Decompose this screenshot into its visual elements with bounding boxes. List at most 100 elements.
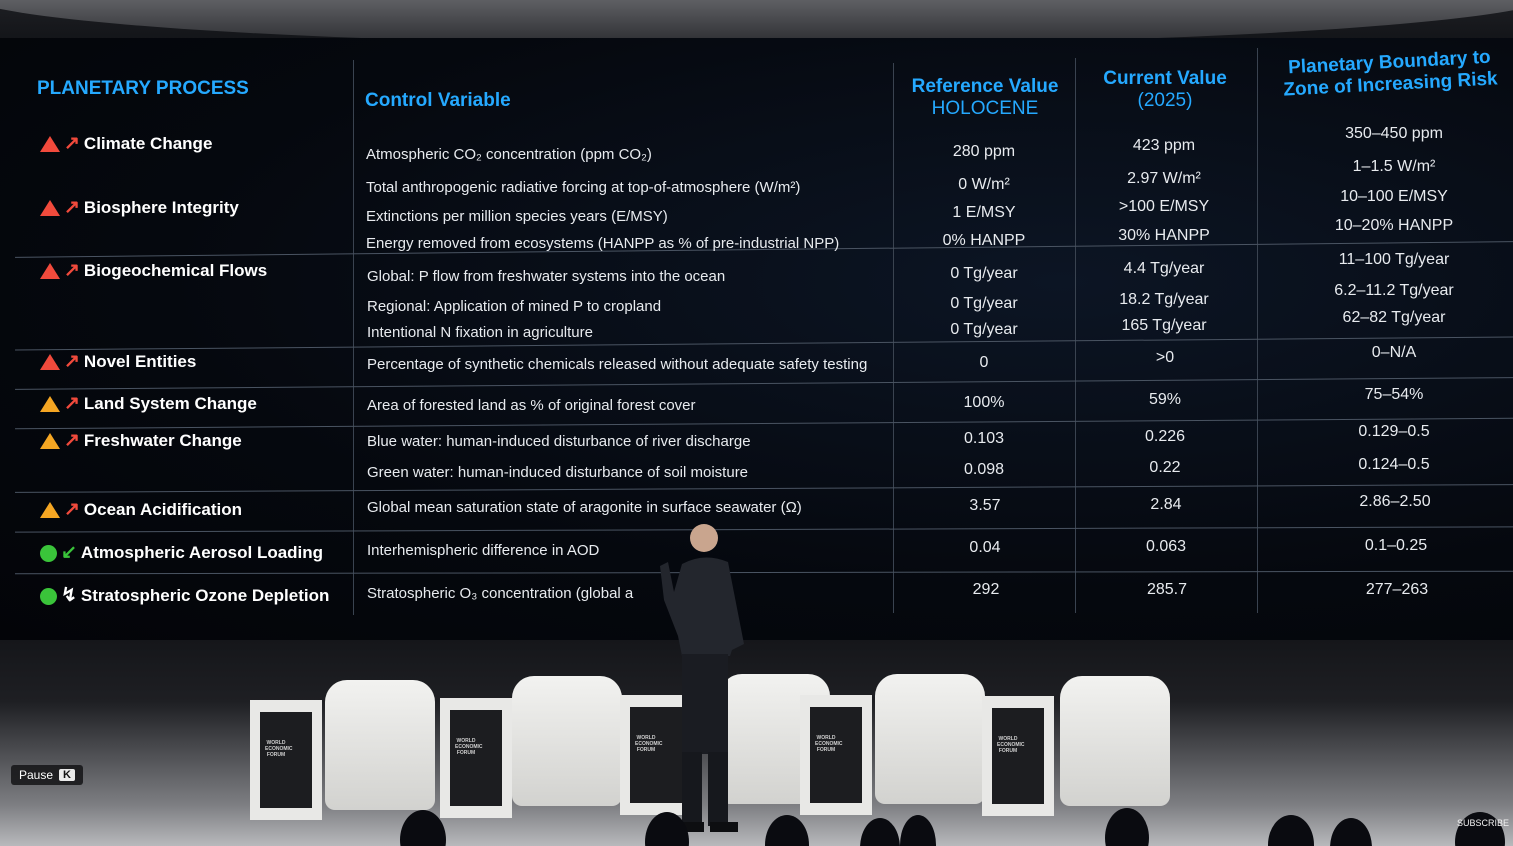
pause-shortcut-key: K [59,769,75,781]
current-value: 59% [1148,391,1182,408]
process-biosphere-integrity: ↗ Biosphere Integrity [40,198,239,218]
process-land-system-change: ↗ Land System Change [40,394,257,414]
process-freshwater-change: ↗ Freshwater Change [40,431,242,451]
arrow-down-left-icon: ↙ [61,542,77,563]
column-divider [1257,48,1258,613]
header-current-sub: (2025) [1137,90,1193,111]
reference-value: 0 W/m² [958,176,1010,193]
row-divider [15,570,1513,575]
row-divider [15,526,1513,533]
current-value: >100 E/MSY [1118,198,1210,215]
process-label: Stratospheric Ozone Depletion [80,586,330,605]
arrow-recovering-icon: ↯ [61,585,77,606]
boundary-value: 0.129–0.5 [1358,423,1430,440]
control-variable: Stratospheric O₃ concentration (global a [367,585,634,602]
current-value: 285.7 [1146,581,1188,598]
process-atmospheric-aerosol-loading: ↙ Atmospheric Aerosol Loading [40,543,323,563]
process-stratospheric-ozone-depletion: ↯ Stratospheric Ozone Depletion [40,586,329,606]
reference-value: 0.103 [963,430,1005,447]
pause-tooltip[interactable]: Pause K [11,765,83,785]
arrow-up-right-icon: ↗ [64,393,80,414]
process-novel-entities: ↗ Novel Entities [40,352,196,372]
row-divider [15,484,1513,493]
reference-value: 100% [963,394,1005,411]
reference-value: 0.04 [969,539,1001,556]
current-value: 0.226 [1144,428,1186,445]
red-triangle-icon [40,200,60,216]
pause-label: Pause [19,768,54,782]
boundary-value: 75–54% [1364,386,1424,403]
reference-value: 0 Tg/year [950,265,1018,282]
control-variable: Global mean saturation state of aragonit… [367,499,802,516]
arrow-up-right-icon: ↗ [64,260,80,281]
process-biogeochemical-flows: ↗ Biogeochemical Flows [40,261,267,281]
panel-logo: WORLD ECONOMIC FORUM [265,740,293,758]
current-value: 4.4 Tg/year [1123,260,1205,277]
reference-value: 0 Tg/year [950,295,1018,312]
red-triangle-icon [40,263,60,279]
subscribe-watermark[interactable]: SUBSCRIBE [1456,818,1509,828]
red-triangle-icon [40,354,60,370]
red-triangle-icon [40,136,60,152]
green-circle-icon [40,587,57,605]
boundary-value: 0.124–0.5 [1358,456,1430,473]
process-label: Biogeochemical Flows [83,261,268,280]
process-label: Atmospheric Aerosol Loading [80,543,324,562]
process-climate-change: ↗ Climate Change [40,134,212,154]
panel-logo: WORLD ECONOMIC FORUM [455,738,483,756]
arrow-up-right-icon: ↗ [64,197,80,218]
current-value: 0.22 [1149,459,1181,476]
header-current-title: Current Value [1103,68,1227,89]
current-value: >0 [1155,349,1175,366]
process-label: Biosphere Integrity [83,198,239,217]
process-label: Ocean Acidification [83,500,242,519]
control-variable: Energy removed from ecosystems (HANPP as… [366,235,840,252]
boundary-value: 10–20% HANPP [1334,217,1454,234]
control-variable: Interhemispheric difference in AOD [367,542,600,559]
stage-chair [512,676,622,806]
process-label: Freshwater Change [83,431,242,450]
control-variable: Percentage of synthetic chemicals releas… [367,356,868,373]
panel-logo: WORLD ECONOMIC FORUM [815,735,843,753]
boundary-value: 2.86–2.50 [1359,493,1431,510]
row-divider [15,336,1513,351]
reference-value: 280 ppm [952,143,1016,160]
header-planetary-boundary: Planetary Boundary to Zone of Increasing… [1269,46,1511,103]
arrow-up-right-icon: ↗ [64,499,80,520]
arrow-up-right-icon: ↗ [64,351,80,372]
control-variable: Green water: human-induced disturbance o… [367,464,749,481]
presentation-screen: PLANETARY PROCESS Control Variable Refer… [0,38,1513,648]
current-value: 0.063 [1145,538,1187,555]
reference-value: 0.098 [963,461,1005,478]
control-variable: Regional: Application of mined P to crop… [367,298,662,315]
stage-floor: WORLD ECONOMIC FORUM WORLD ECONOMIC FORU… [0,640,1513,846]
control-variable: Global: P flow from freshwater systems i… [367,268,726,285]
row-divider [15,377,1513,390]
reference-value: 1 E/MSY [952,204,1016,221]
arrow-up-right-icon: ↗ [64,430,80,451]
boundary-value: 0–N/A [1371,344,1417,361]
column-divider [353,60,354,615]
green-circle-icon [40,544,57,562]
boundary-value: 1–1.5 W/m² [1352,158,1436,175]
process-ocean-acidification: ↗ Ocean Acidification [40,500,242,520]
stage-chair [875,674,985,804]
boundary-value: 62–82 Tg/year [1342,309,1446,326]
panel-logo: WORLD ECONOMIC FORUM [635,735,663,753]
amber-triangle-icon [40,396,60,412]
amber-triangle-icon [40,433,60,449]
header-planetary-process: PLANETARY PROCESS [37,78,249,99]
reference-value: 3.57 [969,497,1001,514]
header-reference-sub: HOLOCENE [931,98,1039,119]
current-value: 2.84 [1150,496,1182,513]
control-variable: Extinctions per million species years (E… [366,208,668,225]
reference-value: 0 Tg/year [950,321,1018,338]
boundary-value: 11–100 Tg/year [1338,251,1450,268]
column-divider [893,63,894,613]
speaker-figure [660,524,744,832]
boundary-value: 350–450 ppm [1345,125,1443,142]
boundary-value: 277–263 [1365,581,1429,598]
current-value: 2.97 W/m² [1127,170,1201,187]
arrow-up-right-icon: ↗ [64,133,80,154]
